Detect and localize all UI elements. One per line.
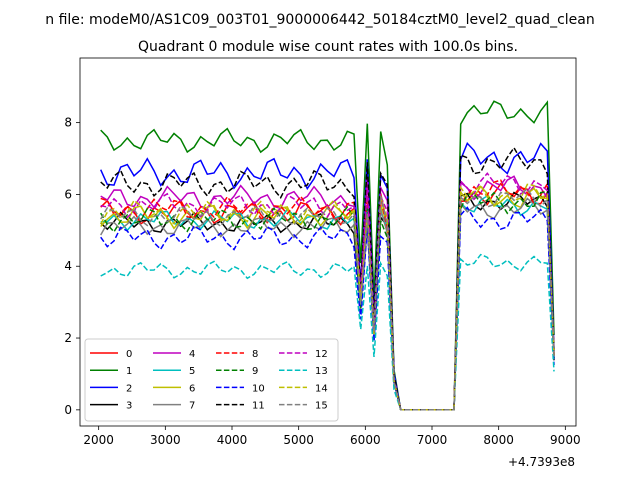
series-line-2 [100,142,555,411]
axes-frame [79,57,577,427]
series-line-11 [100,146,555,411]
legend-label-5: 5 [189,366,195,377]
legend-label-15: 15 [315,401,328,412]
legend-label-8: 8 [252,349,258,360]
series-line-15 [100,187,555,411]
series-line-9 [100,190,555,411]
plot-area: 2000 3000 4000 5000 6000 7000 8000 900002468012… [64,57,581,447]
x-offset-label: +4.7393e8 [508,455,575,469]
series-line-12 [100,172,555,411]
y-tick-label: 0 [64,403,72,417]
legend-label-10: 10 [252,383,265,394]
legend-label-14: 14 [315,383,328,394]
figure-suptitle: n file: modeM0/AS1C09_003T01_9000006442_… [45,12,594,28]
x-tick-label: 5000 [283,433,314,447]
y-tick-label: 4 [64,259,72,273]
legend-label-7: 7 [189,401,195,412]
series-line-10 [100,206,555,411]
legend-label-3: 3 [126,401,132,412]
series-line-1 [100,100,555,411]
series-line-5 [100,194,555,411]
legend-label-1: 1 [126,366,132,377]
x-tick-label: 9000 [550,433,581,447]
legend-label-9: 9 [252,366,258,377]
chart-title: Quadrant 0 module wise count rates with … [138,39,518,55]
legend-label-11: 11 [252,401,265,412]
series-line-3 [100,191,555,411]
legend-label-6: 6 [189,383,195,394]
x-tick-label: 2000 [83,433,114,447]
y-tick-label: 6 [64,187,72,201]
legend-label-4: 4 [189,349,195,360]
x-tick-label: 3000 [150,433,181,447]
x-tick-label: 6000 [350,433,381,447]
x-tick-label: 8000 [483,433,514,447]
legend-box [84,338,339,422]
legend-label-12: 12 [315,349,328,360]
legend-label-2: 2 [126,383,132,394]
y-tick-label: 2 [64,331,72,345]
series-line-8 [100,179,555,411]
series-line-13 [100,253,555,411]
x-tick-label: 7000 [417,433,448,447]
legend-label-13: 13 [315,366,328,377]
x-tick-label: 4000 [217,433,248,447]
series-line-14 [100,183,555,411]
legend-label-0: 0 [126,349,132,360]
y-tick-label: 8 [64,116,72,130]
